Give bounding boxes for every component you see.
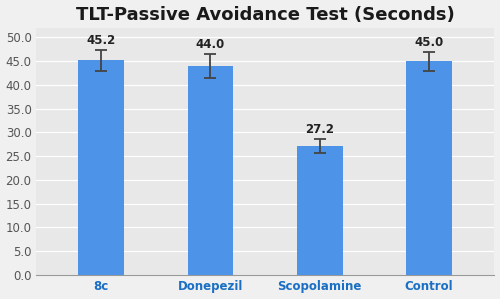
- Text: 44.0: 44.0: [196, 38, 225, 51]
- Text: 45.2: 45.2: [86, 34, 116, 47]
- Bar: [297, 146, 343, 275]
- Title: TLT-Passive Avoidance Test (Seconds): TLT-Passive Avoidance Test (Seconds): [76, 6, 454, 24]
- Text: 27.2: 27.2: [305, 123, 334, 136]
- Bar: [406, 61, 452, 275]
- Bar: [78, 60, 124, 275]
- Bar: [188, 66, 234, 275]
- Text: 45.0: 45.0: [414, 36, 444, 49]
